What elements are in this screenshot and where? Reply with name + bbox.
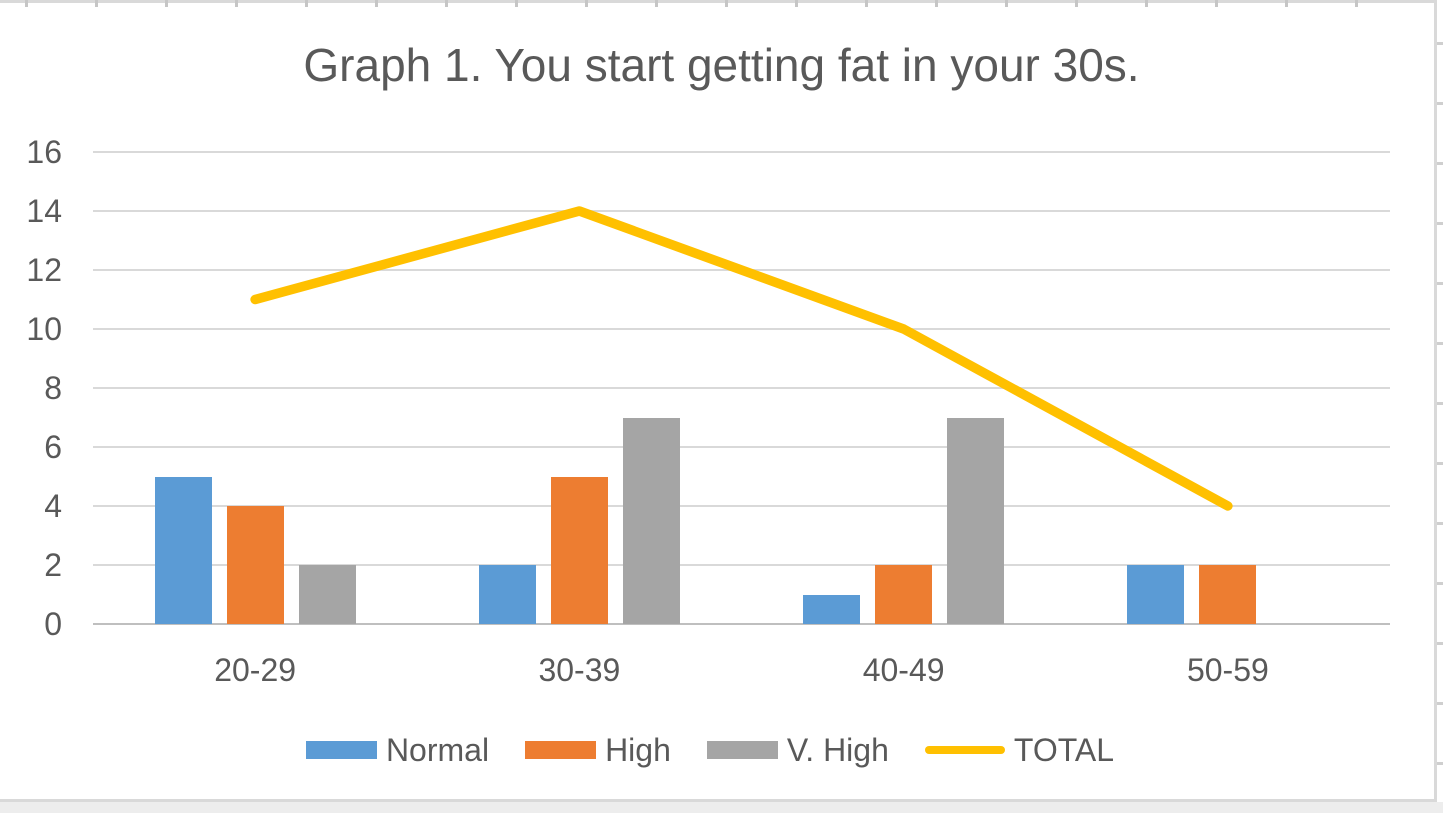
bar-v-high-20-29[interactable]	[298, 565, 356, 624]
bar-high-20-29[interactable]	[226, 506, 284, 624]
legend-item-v-high[interactable]: V. High	[706, 731, 889, 769]
gridline	[93, 210, 1390, 212]
gridline	[93, 328, 1390, 330]
bar-normal-30-39[interactable]	[478, 565, 536, 624]
legend-swatch-bar	[305, 741, 377, 759]
y-tick-label: 16	[26, 134, 62, 170]
x-category-label: 30-39	[538, 652, 621, 688]
chart-title[interactable]: Graph 1. You start getting fat in your 3…	[303, 39, 1140, 91]
legend-item-total[interactable]: TOTAL	[924, 731, 1115, 769]
gridline	[93, 387, 1390, 389]
y-tick-label: 2	[44, 547, 62, 583]
legend-label: High	[605, 732, 671, 768]
x-category-label: 40-49	[862, 652, 945, 688]
x-category-label: 20-29	[214, 652, 297, 688]
legend-item-high[interactable]: High	[525, 731, 671, 769]
bar-v-high-30-39[interactable]	[622, 417, 680, 624]
legend-swatch-bar	[706, 741, 778, 759]
y-tick-label: 8	[44, 370, 62, 406]
bar-normal-40-49[interactable]	[803, 594, 861, 624]
legend-swatch-line	[924, 746, 1005, 754]
y-tick-label: 14	[26, 193, 62, 229]
gridline	[93, 505, 1390, 507]
sheet-row-below-chart	[0, 802, 1443, 813]
bar-normal-50-59[interactable]	[1127, 565, 1185, 624]
x-axis-line	[93, 623, 1390, 625]
bar-high-50-59[interactable]	[1199, 565, 1257, 624]
bar-high-40-49[interactable]	[875, 565, 933, 624]
legend-label: TOTAL	[1013, 732, 1115, 768]
y-tick-label: 12	[26, 252, 62, 288]
bar-v-high-40-49[interactable]	[947, 417, 1005, 624]
legend-swatch-bar	[525, 741, 597, 759]
legend-label: Normal	[385, 732, 490, 768]
y-tick-label: 6	[44, 429, 62, 465]
y-tick-label: 0	[44, 606, 62, 642]
sheet-gridlines-top	[0, 0, 1443, 7]
gridline	[93, 564, 1390, 566]
y-tick-label: 10	[26, 311, 62, 347]
legend-label: V. High	[786, 732, 889, 768]
gridline	[93, 446, 1390, 448]
legend-item-normal[interactable]: Normal	[305, 731, 490, 769]
gridline	[93, 151, 1390, 153]
sheet-gridlines-right	[1437, 0, 1443, 802]
y-tick-label: 4	[44, 488, 62, 524]
bar-normal-20-29[interactable]	[154, 476, 212, 624]
x-category-label: 50-59	[1186, 652, 1269, 688]
bar-high-30-39[interactable]	[550, 476, 608, 624]
chart-legend[interactable]: Normal High V. High TOTAL	[0, 731, 1420, 769]
series-line-total[interactable]	[250, 206, 1233, 511]
